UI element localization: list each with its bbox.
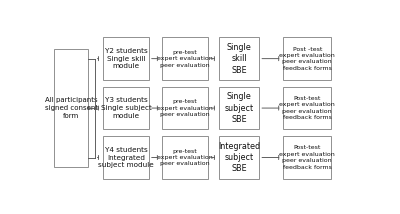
FancyBboxPatch shape (283, 87, 331, 129)
FancyBboxPatch shape (162, 136, 208, 179)
Text: Post-test
expert evaluation
peer evaluation
feedback forms: Post-test expert evaluation peer evaluat… (280, 96, 335, 120)
Text: All participants
signed consent
form: All participants signed consent form (44, 97, 98, 119)
FancyBboxPatch shape (283, 136, 331, 179)
Text: Y2 students
Single skill
module: Y2 students Single skill module (104, 48, 147, 69)
FancyBboxPatch shape (219, 136, 259, 179)
Text: Single
skill
SBE: Single skill SBE (227, 43, 252, 75)
FancyBboxPatch shape (103, 136, 149, 179)
FancyBboxPatch shape (162, 87, 208, 129)
Text: Y3 students
Single subject
module: Y3 students Single subject module (100, 97, 151, 119)
Text: pre-test
expert evaluation
peer evaluation: pre-test expert evaluation peer evaluati… (157, 50, 213, 68)
FancyBboxPatch shape (219, 37, 259, 80)
FancyBboxPatch shape (103, 37, 149, 80)
FancyBboxPatch shape (219, 87, 259, 129)
FancyBboxPatch shape (162, 37, 208, 80)
Text: pre-test
expert evaluation
peer evaluation: pre-test expert evaluation peer evaluati… (157, 99, 213, 117)
FancyBboxPatch shape (283, 37, 331, 80)
Text: Integrated
subject
SBE: Integrated subject SBE (218, 141, 260, 174)
FancyBboxPatch shape (103, 87, 149, 129)
Text: Post -test
expert evaluation
peer evaluation
feedback forms: Post -test expert evaluation peer evalua… (280, 46, 335, 71)
Text: Y4 students
Integrated
subject module: Y4 students Integrated subject module (98, 147, 154, 168)
Text: pre-test
expert evaluation
peer evaluation: pre-test expert evaluation peer evaluati… (157, 149, 213, 166)
FancyBboxPatch shape (54, 49, 88, 167)
Text: Post-test
expert evaluation
peer evaluation
feedback forms: Post-test expert evaluation peer evaluat… (280, 145, 335, 170)
Text: Single
subject
SBE: Single subject SBE (224, 92, 254, 124)
